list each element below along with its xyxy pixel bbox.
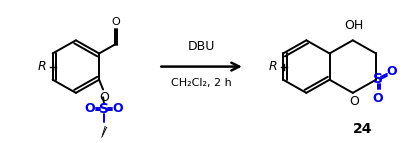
Text: OH: OH [344, 19, 363, 32]
Text: O: O [373, 92, 383, 105]
Text: 24: 24 [353, 122, 373, 136]
Text: O: O [111, 17, 120, 27]
Text: R: R [268, 60, 277, 73]
Text: R: R [38, 60, 47, 73]
Text: O: O [99, 91, 109, 104]
Text: /: / [102, 125, 106, 138]
Text: CH₂Cl₂, 2 h: CH₂Cl₂, 2 h [171, 78, 232, 88]
Text: S: S [373, 72, 383, 86]
Text: O: O [349, 95, 359, 108]
Text: S: S [99, 102, 109, 116]
Text: O: O [387, 65, 397, 79]
Text: O: O [113, 102, 123, 115]
Text: DBU: DBU [188, 40, 215, 53]
Text: /: / [102, 126, 106, 136]
Text: O: O [85, 102, 95, 115]
